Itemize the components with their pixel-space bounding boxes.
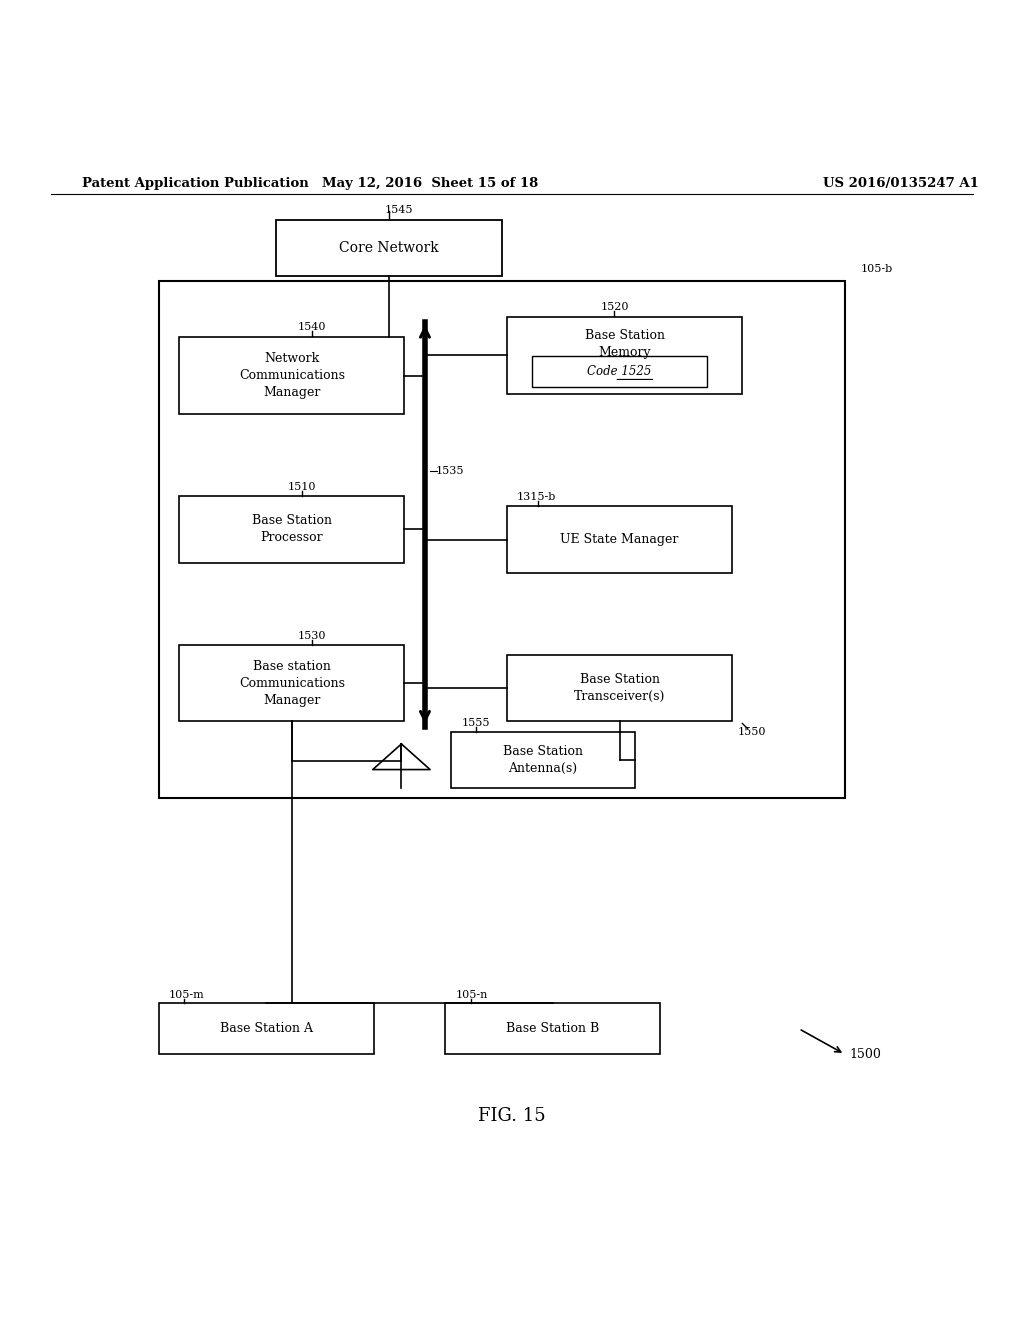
FancyBboxPatch shape: [179, 644, 404, 722]
Text: 1500: 1500: [850, 1048, 882, 1061]
Text: 1540: 1540: [298, 322, 327, 333]
Text: Patent Application Publication: Patent Application Publication: [82, 177, 308, 190]
Text: Base Station
Antenna(s): Base Station Antenna(s): [503, 744, 583, 775]
Text: Base Station
Processor: Base Station Processor: [252, 515, 332, 544]
FancyBboxPatch shape: [507, 507, 732, 573]
FancyBboxPatch shape: [159, 1003, 374, 1055]
Text: Network
Communications
Manager: Network Communications Manager: [239, 352, 345, 400]
Text: US 2016/0135247 A1: US 2016/0135247 A1: [823, 177, 979, 190]
FancyBboxPatch shape: [532, 356, 707, 387]
Text: Base Station A: Base Station A: [220, 1022, 312, 1035]
FancyBboxPatch shape: [451, 731, 635, 788]
FancyBboxPatch shape: [276, 219, 502, 276]
Text: 1530: 1530: [298, 631, 327, 640]
Text: 1545: 1545: [385, 205, 414, 215]
FancyBboxPatch shape: [179, 338, 404, 414]
Text: 105-b: 105-b: [860, 264, 892, 275]
FancyBboxPatch shape: [507, 317, 742, 393]
Text: 105-n: 105-n: [456, 990, 488, 1001]
Text: May 12, 2016  Sheet 15 of 18: May 12, 2016 Sheet 15 of 18: [322, 177, 539, 190]
Text: Base Station B: Base Station B: [506, 1022, 600, 1035]
Text: FIG. 15: FIG. 15: [478, 1106, 546, 1125]
FancyBboxPatch shape: [159, 281, 845, 799]
Text: Base station
Communications
Manager: Base station Communications Manager: [239, 660, 345, 706]
Text: 1535: 1535: [435, 466, 464, 475]
Text: Base Station
Memory: Base Station Memory: [585, 329, 665, 359]
Text: Base Station
Transceiver(s): Base Station Transceiver(s): [573, 673, 666, 704]
FancyBboxPatch shape: [179, 496, 404, 562]
Text: 1520: 1520: [600, 302, 629, 312]
Text: 1315-b: 1315-b: [517, 492, 556, 503]
Text: 1510: 1510: [288, 482, 316, 492]
Text: 105-m: 105-m: [169, 990, 205, 1001]
FancyBboxPatch shape: [445, 1003, 660, 1055]
Text: UE State Manager: UE State Manager: [560, 533, 679, 546]
FancyBboxPatch shape: [507, 655, 732, 722]
Text: 1550: 1550: [737, 726, 766, 737]
Text: 1555: 1555: [462, 718, 490, 727]
Text: Core Network: Core Network: [339, 240, 439, 255]
Text: Code 1525: Code 1525: [588, 364, 651, 378]
